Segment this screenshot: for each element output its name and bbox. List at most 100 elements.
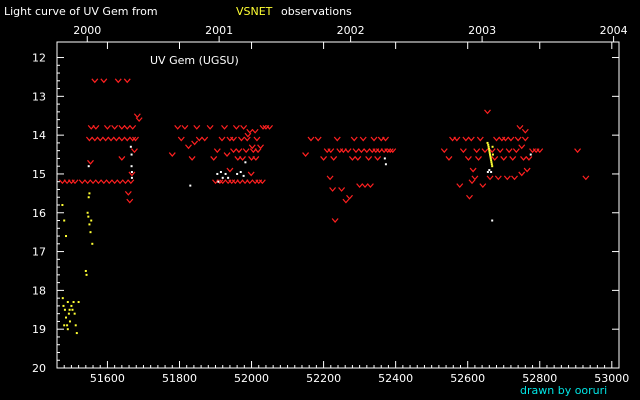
- observation-point: [66, 324, 69, 327]
- observation-point: [84, 269, 87, 272]
- upper-limit-mark: [107, 136, 115, 142]
- observation-point: [63, 308, 66, 311]
- observation-point: [486, 171, 489, 174]
- upper-limit-mark: [239, 156, 246, 161]
- upper-limit-mark: [124, 190, 132, 196]
- upper-limit-mark: [386, 148, 394, 154]
- observation-point: [89, 231, 92, 234]
- upper-limit-mark: [195, 136, 203, 142]
- observation-point: [488, 169, 491, 172]
- upper-limit-mark: [96, 136, 104, 142]
- observation-point: [87, 165, 90, 168]
- chart-title-suffix: observations: [281, 5, 352, 18]
- upper-limit-mark: [536, 148, 544, 154]
- plot-frame: [56, 41, 620, 369]
- upper-limit-mark: [246, 128, 254, 134]
- upper-limit-mark: [112, 136, 120, 142]
- upper-limit-mark: [94, 179, 102, 185]
- upper-limit-mark: [514, 136, 522, 142]
- credit-label: drawn by ooruri: [520, 384, 607, 397]
- upper-limit-mark: [100, 179, 108, 185]
- upper-limit-mark: [235, 148, 243, 154]
- upper-limit-mark: [84, 179, 92, 185]
- upper-limit-mark: [333, 136, 341, 142]
- upper-limit-mark: [257, 144, 265, 150]
- observation-point: [130, 165, 133, 168]
- star-label: UV Gem (UGSU): [150, 54, 239, 67]
- upper-limit-mark: [213, 148, 221, 154]
- upper-limit-mark: [128, 171, 136, 177]
- observation-point: [61, 297, 64, 300]
- observation-point: [487, 143, 490, 146]
- upper-limit-mark: [516, 124, 524, 130]
- upper-limit-mark: [486, 175, 494, 181]
- chart-title-highlight: VSNET: [236, 5, 273, 18]
- observation-point: [85, 273, 88, 276]
- upper-limit-mark: [352, 148, 360, 154]
- upper-limit-mark: [518, 171, 526, 177]
- upper-limit-mark: [118, 124, 126, 130]
- observation-point: [488, 151, 491, 154]
- upper-limit-mark: [181, 124, 189, 130]
- observation-point: [71, 308, 74, 311]
- upper-limit-mark: [314, 136, 322, 142]
- y-tick-label: 19: [32, 323, 46, 336]
- upper-limit-mark: [133, 113, 141, 119]
- upper-limit-mark: [240, 124, 248, 130]
- upper-limit-mark: [326, 175, 334, 181]
- upper-limit-mark: [126, 198, 134, 204]
- observation-point: [490, 161, 493, 164]
- x-tick-label: 52000: [234, 372, 269, 385]
- upper-limit-mark: [366, 183, 374, 189]
- observation-point: [491, 153, 494, 156]
- upper-limit-mark: [505, 148, 513, 154]
- upper-limit-mark: [518, 144, 526, 150]
- upper-limit-mark: [100, 78, 108, 84]
- upper-limit-mark: [118, 136, 126, 142]
- upper-limit-mark: [507, 136, 515, 142]
- y-tick-label: 13: [32, 90, 46, 103]
- upper-limit-mark: [445, 156, 453, 161]
- observation-point: [236, 172, 239, 175]
- observation-point: [490, 159, 493, 162]
- upper-limit-mark: [201, 136, 209, 142]
- upper-limit-mark: [92, 124, 100, 130]
- upper-limit-mark: [191, 140, 199, 146]
- upper-limit-mark: [344, 148, 352, 154]
- upper-limit-mark: [221, 124, 228, 130]
- observation-point: [129, 145, 132, 148]
- observation-point: [487, 145, 490, 148]
- upper-limit-mark: [440, 148, 448, 154]
- observation-point: [242, 174, 245, 177]
- upper-limit-mark: [259, 124, 267, 130]
- observation-point: [65, 316, 68, 319]
- upper-limit-mark: [230, 148, 237, 154]
- upper-limit-mark: [493, 136, 500, 142]
- upper-limit-mark: [359, 136, 367, 142]
- observation-point: [66, 301, 69, 304]
- observation-point: [221, 176, 224, 179]
- observation-point: [73, 312, 76, 315]
- upper-limit-mark: [226, 167, 234, 173]
- upper-limit-mark: [469, 167, 477, 173]
- upper-limit-mark: [193, 124, 201, 130]
- upper-limit-mark: [320, 156, 328, 161]
- observation-point: [491, 145, 494, 148]
- upper-limit-mark: [123, 124, 131, 130]
- upper-limit-mark: [111, 124, 119, 130]
- upper-limit-mark: [244, 132, 252, 138]
- upper-limit-mark: [241, 179, 249, 185]
- upper-limit-mark: [242, 148, 250, 154]
- x-tick-label: 52800: [522, 372, 557, 385]
- observation-point: [384, 163, 387, 166]
- observation-point: [86, 211, 89, 214]
- x-tick-label: 52200: [306, 372, 341, 385]
- upper-limit-mark: [521, 128, 529, 134]
- upper-limit-mark: [496, 148, 504, 154]
- upper-limit-mark: [521, 136, 529, 142]
- upper-limit-mark: [111, 179, 119, 185]
- upper-limit-mark: [384, 148, 392, 154]
- y-tick-label: 17: [32, 246, 46, 259]
- observation-point: [490, 171, 493, 174]
- observation-point: [488, 149, 491, 152]
